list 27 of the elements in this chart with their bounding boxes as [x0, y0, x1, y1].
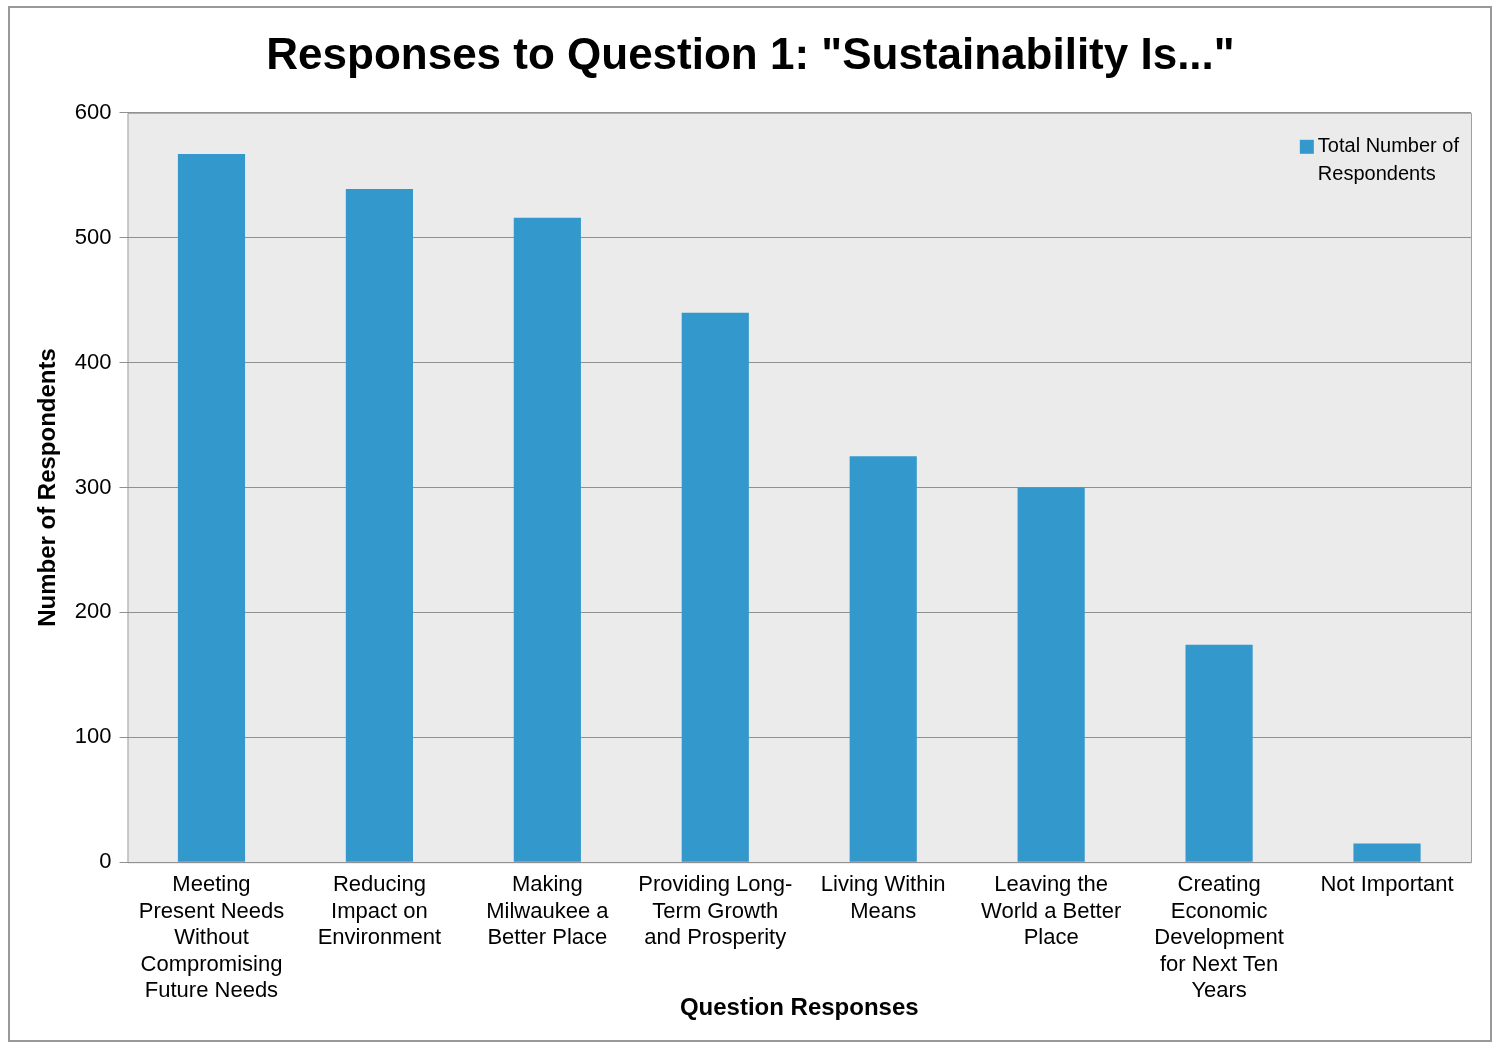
bar — [1185, 644, 1253, 862]
x-tick-label: Living Within Means — [820, 871, 946, 923]
y-tick-label: 300 — [74, 473, 112, 499]
legend-label: Total Number of Respondents — [1317, 134, 1460, 185]
y-tick-label: 100 — [74, 723, 112, 749]
x-tick-label: Providing Long-Term Growth and Prosperity — [638, 871, 793, 950]
bar — [1353, 843, 1421, 862]
bar — [345, 188, 413, 862]
y-tick-label: 400 — [74, 348, 112, 374]
x-tick-label: Making Milwaukee a Better Place — [486, 871, 610, 950]
bar — [177, 154, 246, 862]
y-tick-label: 600 — [74, 98, 112, 124]
y-tick-label: 500 — [74, 223, 112, 249]
bar — [849, 456, 917, 862]
bar — [1017, 487, 1085, 862]
y-tick-label: 200 — [74, 598, 112, 624]
bar — [681, 312, 749, 862]
x-axis-title: Question Responses — [679, 993, 919, 1021]
x-tick-label: Leaving the World a Better Place — [981, 871, 1122, 950]
chart-title: Responses to Question 1: "Sustainability Is..." — [266, 28, 1235, 78]
y-tick-label: 0 — [99, 848, 112, 874]
x-tick-label: Meeting Present Needs Without Compromising Future Needs — [138, 871, 285, 1003]
x-tick-label: Not Important — [1320, 871, 1454, 897]
x-tick-label: Creating Economic Development for Next Ten Years — [1154, 871, 1284, 1003]
x-tick-label: Reducing Impact on Environment — [317, 871, 442, 950]
y-axis-title: Number of Respondents — [33, 348, 61, 627]
bar — [513, 217, 581, 862]
